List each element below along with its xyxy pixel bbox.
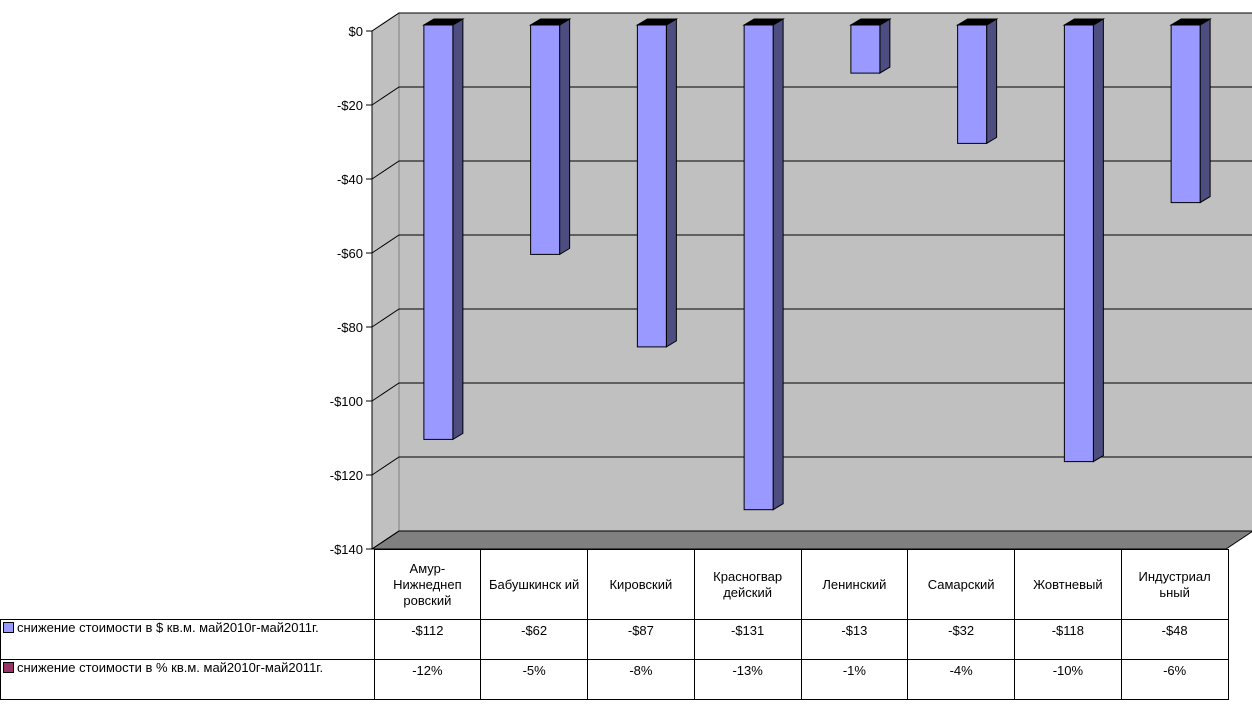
gridlines: [371, 12, 1252, 550]
y-tick-label: $0: [349, 24, 363, 39]
data-cell: -$87: [587, 619, 695, 660]
y-tick-label: -$140: [330, 542, 363, 557]
bar: [1169, 18, 1212, 204]
bar-top: [742, 18, 785, 26]
series-row-usd: снижение стоимости в $ кв.м. май2010г-ма…: [0, 619, 1229, 660]
gridline: [371, 234, 1252, 254]
bar: [742, 18, 785, 511]
category-label: Бабушкинск ий: [480, 549, 588, 620]
bar-top: [635, 18, 679, 26]
series-label-percent: снижение стоимости в % кв.м. май2010г-ма…: [0, 659, 375, 700]
bar-top: [422, 18, 465, 26]
data-cell: -$112: [373, 619, 482, 660]
bar: [635, 18, 679, 348]
bar-front: [743, 24, 774, 511]
bars: [422, 18, 1212, 511]
gridline: [371, 456, 1252, 476]
data-table: Амур-Нижнеднеп ровский Бабушкинск ий Киров…: [0, 549, 1229, 700]
gridline: [371, 382, 1252, 402]
gridline: [371, 530, 1252, 550]
y-tick-label: -$60: [337, 246, 363, 261]
category-label: Индустриал ьный: [1120, 549, 1229, 620]
bar-side: [986, 18, 998, 145]
y-tick-label: -$20: [337, 98, 363, 113]
bar-top: [1169, 18, 1212, 26]
bar: [1062, 18, 1106, 463]
data-cell: -$13: [800, 619, 909, 660]
data-cell: -5%: [480, 659, 588, 700]
bar-front: [423, 24, 454, 440]
category-row: Амур-Нижнеднеп ровский Бабушкинск ий Киров…: [1, 549, 1229, 620]
bar-front: [636, 24, 667, 348]
data-cell: -12%: [373, 659, 482, 700]
value-axis: $0 -$20 -$40 -$60 -$80 -$100 -$120 -$140: [330, 24, 373, 557]
bar-side: [772, 18, 784, 511]
bar: [528, 18, 572, 256]
back-wall: [398, 12, 1252, 532]
category-label: Самарский: [907, 549, 1015, 620]
bar-top: [955, 18, 999, 26]
bar-side: [1092, 18, 1104, 463]
bar-side: [879, 18, 891, 74]
data-cell: -$62: [480, 619, 588, 660]
bar: [849, 18, 892, 74]
bar-front: [850, 24, 881, 74]
y-tick-label: -$100: [330, 394, 363, 409]
data-cell: -1%: [800, 659, 909, 700]
category-label: Кировский: [587, 549, 695, 620]
legend-swatch-usd: [3, 622, 14, 633]
data-cell: -$118: [1014, 619, 1122, 660]
bar-side: [559, 18, 571, 256]
chart-floor: [370, 530, 1252, 550]
chart-walls: [370, 12, 1252, 550]
data-cell: -8%: [587, 659, 695, 700]
category-label: Ленинский: [800, 549, 909, 620]
legend-swatch-percent: [3, 662, 14, 673]
series-name-percent: снижение стоимости в % кв.м. май2010г-ма…: [17, 660, 324, 675]
bar-front: [957, 24, 988, 144]
bar-front: [1063, 24, 1094, 463]
category-label: Амур-Нижнеднеп ровский: [373, 549, 482, 620]
data-cell: -$131: [693, 619, 802, 660]
category-label: Красногвар дейский: [693, 549, 802, 620]
bar: [955, 18, 999, 145]
gridline: [371, 308, 1252, 328]
data-cell: -$48: [1120, 619, 1229, 660]
data-cell: -4%: [907, 659, 1015, 700]
bar-side: [1199, 18, 1211, 204]
data-cell: -10%: [1014, 659, 1122, 700]
bar-front: [530, 24, 561, 255]
data-cell: -13%: [693, 659, 802, 700]
side-wall: [371, 12, 400, 550]
corner-cell: [1, 550, 375, 620]
bar-side: [452, 18, 464, 441]
bar-front: [1170, 24, 1201, 204]
series-name-usd: снижение стоимости в $ кв.м. май2010г-ма…: [17, 620, 319, 635]
data-cell: -$32: [907, 619, 1015, 660]
bar-top: [1062, 18, 1106, 26]
series-row-percent: снижение стоимости в % кв.м. май2010г-ма…: [0, 659, 1229, 700]
bar-top: [528, 18, 572, 26]
bar: [422, 18, 465, 441]
bar-side: [665, 18, 677, 348]
y-tick-label: -$80: [337, 320, 363, 335]
data-cell: -6%: [1120, 659, 1229, 700]
category-label: Жовтневый: [1014, 549, 1122, 620]
bar-top: [849, 18, 892, 26]
gridline: [371, 12, 1252, 32]
series-label-usd: снижение стоимости в $ кв.м. май2010г-ма…: [0, 619, 375, 660]
gridline: [371, 160, 1252, 180]
y-tick-label: -$120: [330, 468, 363, 483]
y-tick-label: -$40: [337, 172, 363, 187]
